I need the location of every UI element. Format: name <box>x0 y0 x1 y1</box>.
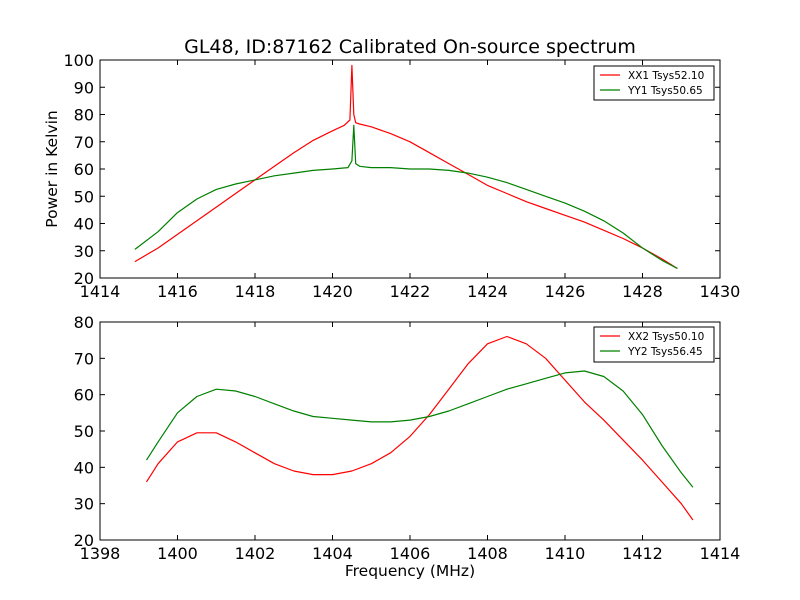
series-line-2 <box>134 124 678 270</box>
series-line-1 <box>134 64 678 270</box>
x-tick-label: 1410 <box>545 544 586 563</box>
y-tick-label: 50 <box>74 187 94 206</box>
legend: XX1 Tsys52.10 YY1 Tsys50.65 <box>593 65 715 101</box>
legend-label: YY2 Tsys56.45 <box>627 346 703 358</box>
x-tick-label: 1406 <box>390 544 431 563</box>
x-tick-label: 1416 <box>157 282 198 301</box>
y-tick-label: 50 <box>74 422 94 441</box>
y-tick-label: 100 <box>63 51 94 70</box>
x-tick-label: 1414 <box>700 544 741 563</box>
x-tick-label: 1408 <box>467 544 508 563</box>
y-tick-label: 60 <box>74 386 94 405</box>
x-axis-label: Frequency (MHz) <box>345 562 475 580</box>
x-tick-label: 1420 <box>312 282 353 301</box>
y-tick-label: 40 <box>74 458 94 477</box>
y-tick-label: 70 <box>74 133 94 152</box>
x-tick-label: 1404 <box>312 544 353 563</box>
legend-label: XX1 Tsys52.10 <box>628 70 704 82</box>
y-tick-label: 70 <box>74 349 94 368</box>
x-tick-label: 1424 <box>467 282 508 301</box>
x-tick-label: 1398 <box>80 544 121 563</box>
legend-box <box>593 326 715 363</box>
bottom-chart: 1398 1400 1402 1404 1406 1408 1410 1412 1414 20 30… <box>74 313 741 580</box>
y-tick-label: 80 <box>74 106 94 125</box>
y-tick-label: 60 <box>74 160 94 179</box>
x-tick-label: 1402 <box>235 544 276 563</box>
y-tick-label: 90 <box>74 78 94 97</box>
x-tick-label: 1414 <box>80 282 121 301</box>
x-tick-label: 1400 <box>157 544 198 563</box>
y-axis-label: Power in Kelvin <box>43 110 61 227</box>
x-tick-label: 1428 <box>622 282 663 301</box>
x-tick-label: 1422 <box>390 282 431 301</box>
y-tick-label: 40 <box>74 215 94 234</box>
legend-label: YY1 Tsys50.65 <box>627 85 703 97</box>
legend-box <box>593 65 715 101</box>
x-tick-label: 1418 <box>235 282 276 301</box>
y-tick-label: 30 <box>74 242 94 261</box>
legend: XX2 Tsys50.10 YY2 Tsys56.45 <box>593 326 715 363</box>
y-tick-label: 20 <box>74 269 94 288</box>
y-tick-label: 30 <box>74 495 94 514</box>
y-tick-label: 80 <box>74 313 94 332</box>
series-line-1 <box>145 335 694 521</box>
y-tick-label: 20 <box>74 531 94 550</box>
x-tick-label: 1426 <box>545 282 586 301</box>
x-tick-label: 1412 <box>622 544 663 563</box>
x-tick-label: 1430 <box>700 282 741 301</box>
legend-label: XX2 Tsys50.10 <box>628 331 704 343</box>
top-chart: 1414 1416 1418 1420 1422 1424 1426 1428 1430 20 30… <box>43 51 740 301</box>
chart-title: GL48, ID:87162 Calibrated On-source spec… <box>184 36 636 58</box>
series-line-2 <box>145 370 694 488</box>
